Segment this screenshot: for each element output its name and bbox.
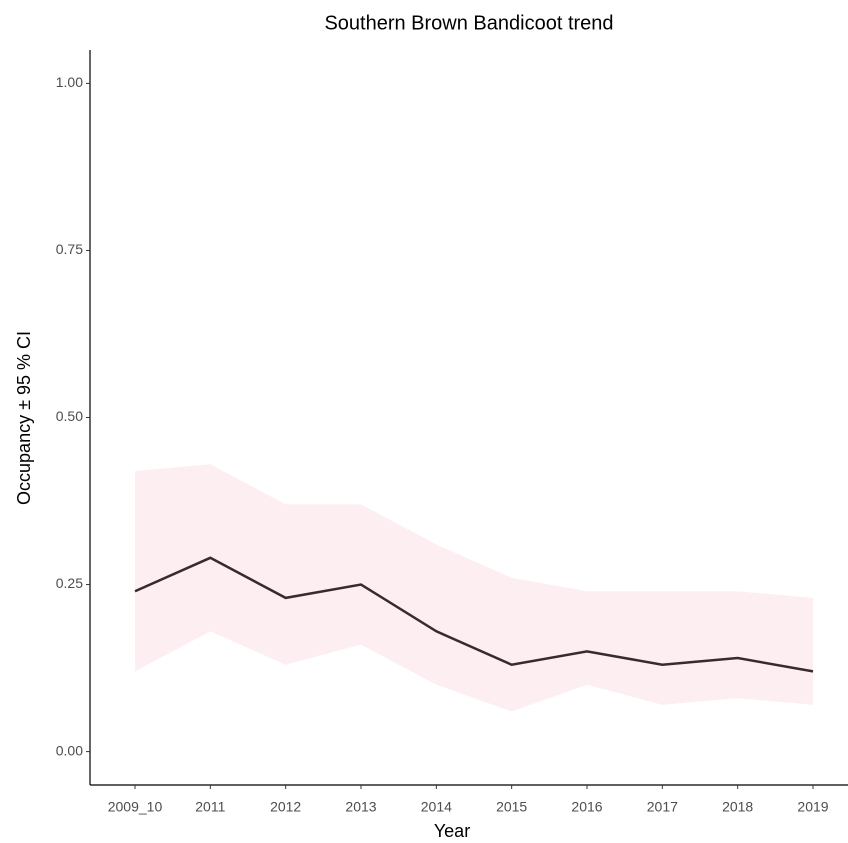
x-tick-label: 2014 — [421, 799, 452, 815]
chart-title: Southern Brown Bandicoot trend — [324, 12, 613, 34]
x-tick-label: 2016 — [571, 799, 602, 815]
y-tick-label: 0.50 — [56, 408, 83, 424]
x-tick-label: 2019 — [797, 799, 828, 815]
x-tick-label: 2011 — [195, 799, 225, 815]
y-axis-label: Occupancy ± 95 % CI — [14, 331, 34, 505]
trend-line — [134, 556, 814, 673]
x-axis-label: Year — [434, 821, 470, 841]
x-tick-label: 2017 — [647, 799, 678, 815]
ci-ribbon — [135, 464, 813, 712]
x-tick-label: 2018 — [722, 799, 753, 815]
x-tick-label: 2012 — [270, 799, 301, 815]
y-tick-label: 0.25 — [56, 575, 83, 591]
y-tick-label: 0.75 — [56, 241, 83, 257]
y-tick-label: 1.00 — [56, 74, 83, 90]
x-tick-label: 2015 — [496, 799, 527, 815]
x-tick-label: 2013 — [345, 799, 376, 815]
y-tick-label: 0.00 — [56, 742, 83, 758]
x-tick-label: 2009_10 — [108, 799, 163, 815]
